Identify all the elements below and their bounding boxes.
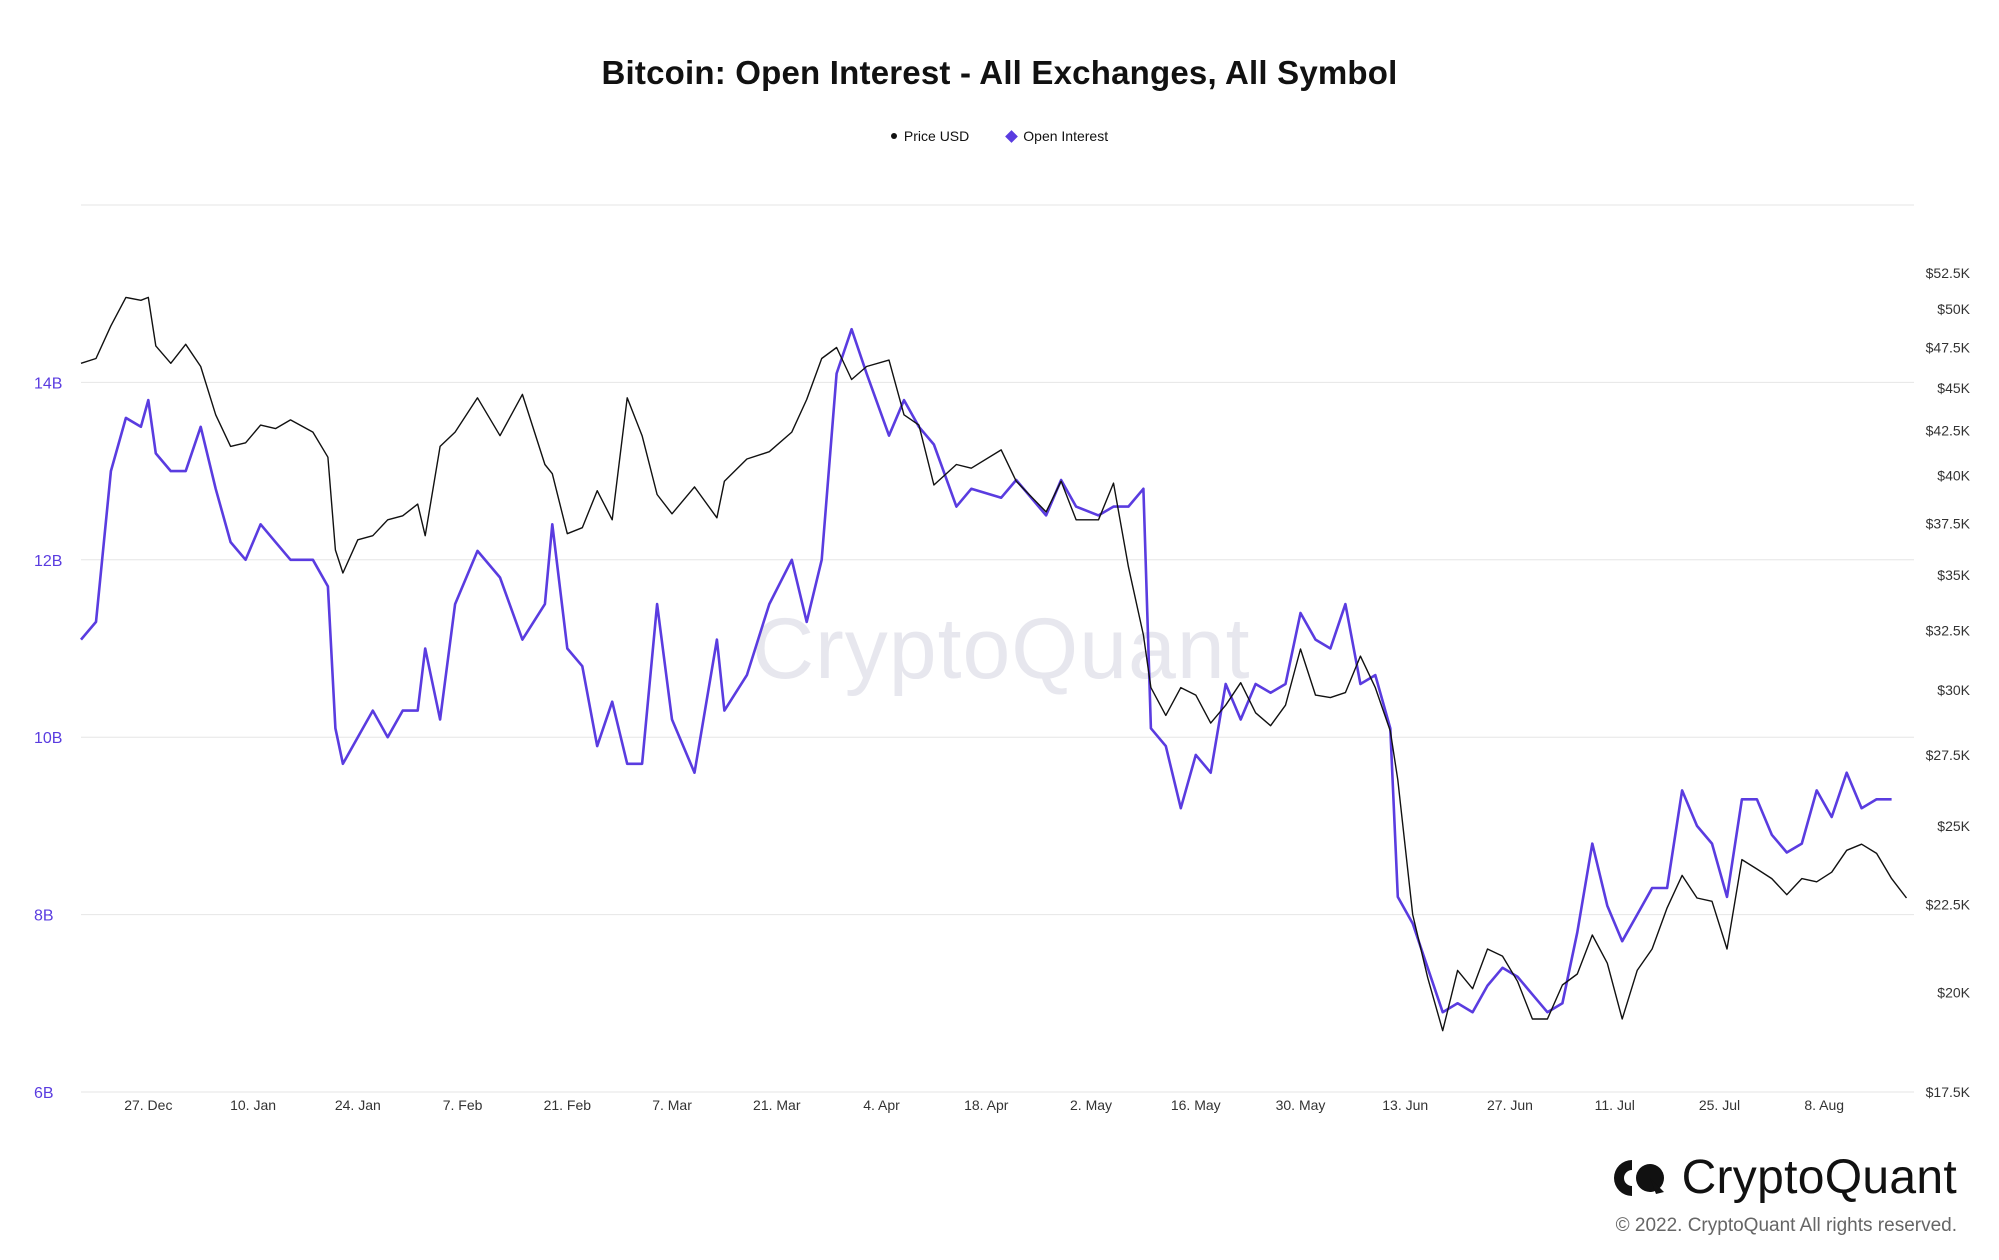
chart-title: Bitcoin: Open Interest - All Exchanges, … [601,54,1398,91]
x-tick-label: 11. Jul [1595,1097,1635,1113]
y-right-tick-label: $30K [1937,682,1970,698]
x-tick-label: 10. Jan [230,1097,276,1113]
legend-label-price: Price USD [903,128,970,144]
x-tick-label: 7. Mar [652,1097,692,1113]
brand-name: CryptoQuant [1681,1151,1957,1204]
open-interest-line [80,327,1892,1014]
brand: CryptoQuant [1612,1150,1957,1205]
x-tick-label: 27. Jun [1487,1097,1533,1113]
copyright: © 2022. CryptoQuant All rights reserved. [1615,1215,1957,1236]
legend-item-open-interest[interactable]: Open Interest [1005,128,1109,144]
legend-item-price[interactable]: Price USD [890,128,970,144]
y-left-tick-label: 8B [34,908,54,925]
x-tick-label: 27. Dec [124,1097,172,1113]
y-left-tick-label: 10B [34,730,62,747]
y-right-tick-label: $52.5K [1926,265,1971,281]
y-right-tick-label: $27.5K [1926,747,1971,763]
x-tick-label: 21. Mar [753,1097,801,1113]
x-tick-label: 8. Aug [1804,1097,1844,1113]
x-tick-label: 21. Feb [544,1097,592,1113]
cryptoquant-logo-icon [1612,1158,1668,1198]
y-right-tick-label: $32.5K [1926,622,1971,638]
x-tick-label: 18. Apr [964,1097,1009,1113]
y-right-tick-label: $47.5K [1926,339,1971,355]
y-right-tick-label: $20K [1937,984,1970,1000]
y-right-tick-label: $50K [1937,301,1970,317]
y-left-tick-label: 14B [34,375,62,392]
y-right-tick-label: $17.5K [1926,1084,1971,1100]
x-tick-label: 13. Jun [1382,1097,1428,1113]
price-usd-line [80,296,1908,1032]
x-tick-label: 7. Feb [443,1097,483,1113]
x-tick-label: 30. May [1276,1097,1326,1113]
y-right-tick-label: $42.5K [1926,422,1971,438]
y-right-tick-label: $35K [1937,567,1970,583]
y-right-tick-label: $40K [1937,468,1970,484]
x-tick-label: 4. Apr [863,1097,900,1113]
y-left-tick-label: 12B [34,553,62,570]
chart-legend: Price USD Open Interest [0,128,1999,144]
x-tick-label: 16. May [1171,1097,1221,1113]
y-right-tick-label: $25K [1937,818,1970,834]
y-right-tick-label: $22.5K [1926,897,1971,913]
price-marker-icon [890,133,897,139]
x-tick-label: 25. Jul [1699,1097,1740,1113]
legend-label-open-interest: Open Interest [1023,128,1109,144]
y-left-tick-label: 6B [34,1085,54,1102]
y-right-tick-label: $37.5K [1926,516,1971,532]
y-right-tick-label: $45K [1937,380,1970,396]
x-tick-label: 2. May [1070,1097,1112,1113]
x-tick-label: 24. Jan [335,1097,381,1113]
